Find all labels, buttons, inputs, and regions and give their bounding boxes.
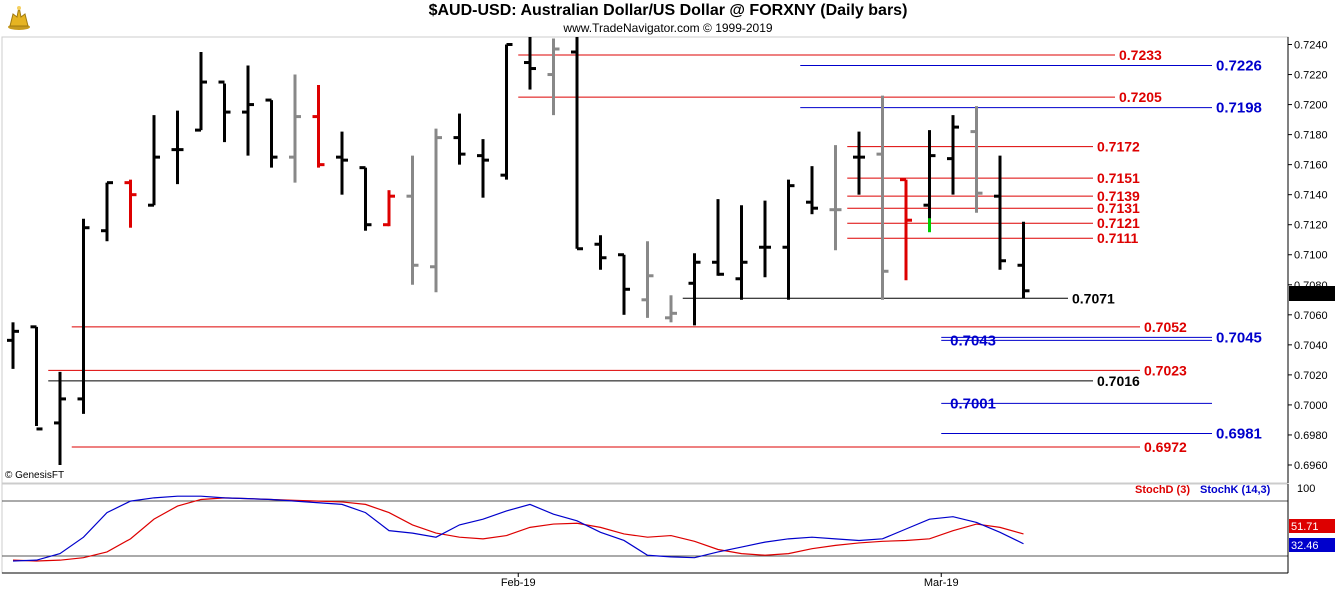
stochd-legend: StochD (3) — [1135, 484, 1190, 496]
level-label: 0.7045 — [1216, 329, 1262, 346]
level-label: 0.7226 — [1216, 58, 1262, 75]
x-tick-label: Mar-19 — [924, 577, 959, 589]
y-tick-label: 0.7140 — [1294, 190, 1328, 202]
last-price-box — [1289, 286, 1335, 301]
level-label: 0.6972 — [1144, 439, 1187, 455]
level-label: 0.7172 — [1097, 139, 1140, 155]
stochk-line — [12, 495, 1024, 562]
y-tick-label: 0.7100 — [1294, 250, 1328, 262]
level-label: 0.7131 — [1097, 200, 1140, 216]
stochk-legend: StochK (14,3) — [1200, 484, 1271, 496]
level-label: 0.7001 — [950, 395, 996, 412]
stochastic-panel: StochD (3) StochK (14,3) 100 51.71 32.46 — [1, 483, 1335, 574]
chart-title: $AUD-USD: Australian Dollar/US Dollar @ … — [428, 2, 908, 19]
logo-icon — [4, 2, 34, 32]
y-tick-label: 0.7220 — [1294, 70, 1328, 82]
y-tick-label: 0.7180 — [1294, 130, 1328, 142]
level-label: 0.6981 — [1216, 425, 1262, 442]
stochd-last: 51.71 — [1291, 521, 1319, 533]
y-tick-label: 0.7240 — [1294, 40, 1328, 52]
stochk-last: 32.46 — [1291, 540, 1319, 552]
level-label: 0.7111 — [1097, 230, 1138, 246]
last-price-label: 0.7076 — [1291, 289, 1325, 301]
level-label: 0.7071 — [1072, 290, 1115, 306]
y-tick-label: 0.7020 — [1294, 370, 1328, 382]
date-axis: Feb-19 Mar-19 — [2, 572, 1288, 589]
level-label: 0.7198 — [1216, 100, 1262, 117]
level-label: 0.7043 — [950, 332, 996, 349]
x-tick-label: Feb-19 — [501, 577, 536, 589]
level-label: 0.7052 — [1144, 319, 1187, 335]
level-label: 0.7151 — [1097, 170, 1140, 186]
y-tick-label: 0.7160 — [1294, 160, 1328, 172]
level-label: 0.7205 — [1119, 89, 1162, 105]
y-tick-label: 0.7060 — [1294, 310, 1328, 322]
price-axis: 0.7240 0.7220 0.7200 0.7180 0.7160 0.7140 0.71… — [1287, 37, 1336, 483]
y-tick-label: 0.6960 — [1294, 460, 1328, 472]
level-label: 0.7139 — [1097, 188, 1140, 204]
price-panel: 0.7233 0.7226 0.7205 0.7198 0.7172 0.7151 0.71… — [1, 36, 1289, 484]
title-bar: $AUD-USD: Australian Dollar/US Dollar @ … — [0, 0, 1336, 36]
stochk-last-box — [1289, 538, 1335, 552]
stochd-last-box — [1289, 519, 1335, 533]
watermark: © GenesisFT — [5, 470, 64, 481]
level-label: 0.7016 — [1097, 373, 1140, 389]
copyright-subtitle: www.TradeNavigator.com © 1999-2019 — [563, 21, 773, 35]
level-label: 0.7233 — [1119, 47, 1162, 63]
stochd-line — [12, 497, 1024, 562]
bars-layer — [7, 37, 1030, 465]
level-label: 0.7023 — [1144, 362, 1187, 378]
y-tick-label: 0.7040 — [1294, 340, 1328, 352]
levels-layer: 0.7233 0.7226 0.7205 0.7198 0.7172 0.7151 0.71… — [48, 47, 1262, 455]
level-label: 0.7121 — [1097, 215, 1140, 231]
y-tick-label: 0.7120 — [1294, 220, 1328, 232]
stoch-tick-100: 100 — [1297, 483, 1315, 495]
y-tick-label: 0.7200 — [1294, 100, 1328, 112]
y-tick-label: 0.7000 — [1294, 400, 1328, 412]
y-tick-label: 0.6980 — [1294, 430, 1328, 442]
